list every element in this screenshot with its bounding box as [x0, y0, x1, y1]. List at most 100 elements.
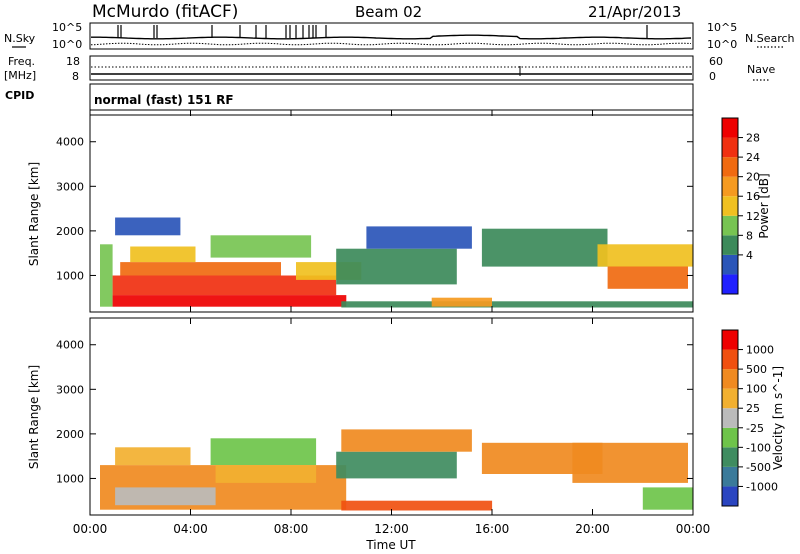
velocity-colorbar-label: Velocity [m s^-1] — [771, 366, 785, 470]
heatmap-band — [431, 297, 492, 307]
colorbar-swatch — [722, 157, 738, 177]
nave-label: Nave — [747, 63, 775, 76]
heatmap-band — [100, 244, 113, 307]
colorbar-tick: 1000 — [746, 344, 774, 357]
colorbar-swatch — [722, 466, 738, 487]
velocity-heatmap — [100, 429, 694, 511]
y-tick-label: 2000 — [56, 225, 84, 238]
heatmap-band — [341, 429, 472, 452]
noise-tick-top-right: 10^5 — [707, 21, 737, 34]
heatmap-band — [607, 266, 688, 289]
y-tick-label: 3000 — [56, 383, 84, 396]
x-tick-label: 16:00 — [475, 522, 510, 536]
nsearch-trace — [90, 42, 692, 46]
x-tick-label: 00:00 — [676, 522, 711, 536]
power-heatmap — [100, 217, 694, 308]
heatmap-band — [130, 246, 196, 263]
x-tick-label: 00:00 — [73, 522, 108, 536]
colorbar-tick: 28 — [746, 132, 760, 145]
power-y-label: Slant Range [km] — [27, 162, 41, 266]
heatmap-band — [120, 262, 281, 276]
heatmap-band — [366, 226, 472, 249]
colorbar-swatch — [722, 330, 738, 350]
colorbar-swatch — [722, 486, 738, 506]
x-tick-label: 12:00 — [374, 522, 409, 536]
colorbar-tick: 100 — [746, 383, 767, 396]
y-tick-label: 4000 — [56, 136, 84, 149]
heatmap-band — [115, 217, 181, 236]
heatmap-band — [112, 275, 337, 296]
colorbar-tick: 16 — [746, 190, 760, 203]
colorbar-tick: 12 — [746, 210, 760, 223]
colorbar-swatch — [722, 215, 738, 236]
cpid-value: normal (fast) 151 RF — [94, 93, 234, 107]
station-title: McMurdo (fitACF) — [92, 2, 238, 22]
nave-tick-top: 60 — [709, 55, 723, 68]
colorbar-swatch — [722, 254, 738, 275]
heatmap-band — [642, 487, 694, 510]
noise-tick-bottom: 10^0 — [52, 38, 82, 51]
colorbar-swatch — [722, 369, 738, 389]
x-tick-label: 08:00 — [274, 522, 309, 536]
velocity-panel: 4000 3000 2000 1000 Slant Range [km] — [27, 317, 694, 516]
colorbar-swatch — [722, 388, 738, 409]
colorbar-swatch — [722, 137, 738, 158]
nsearch-label: N.Search — [745, 32, 795, 45]
freq-unit-label: [MHz] — [4, 69, 36, 82]
noise-tick-top: 10^5 — [52, 21, 82, 34]
nsky-label: N.Sky — [4, 32, 36, 45]
beam-label: Beam 02 — [355, 3, 422, 21]
heatmap-band — [341, 301, 694, 308]
power-colorbar-label: Power [dB] — [757, 173, 771, 238]
power-panel: 4000 3000 2000 1000 Slant Range [km] — [27, 114, 694, 313]
colorbar-swatch — [722, 349, 738, 370]
heatmap-band — [115, 447, 191, 466]
heatmap-band — [210, 235, 312, 258]
colorbar-swatch — [722, 447, 738, 467]
heatmap-band — [597, 244, 693, 267]
date-label: 21/Apr/2013 — [588, 3, 681, 21]
heatmap-band — [341, 500, 493, 511]
colorbar-tick: 24 — [746, 151, 760, 164]
colorbar-swatch — [722, 274, 738, 294]
x-axis-label: Time UT — [365, 538, 416, 552]
power-colorbar: 28 24 20 16 12 8 4 — [721, 117, 760, 295]
y-tick-label: 1000 — [56, 269, 84, 282]
colorbar-tick: -25 — [746, 422, 764, 435]
y-tick-label: 2000 — [56, 428, 84, 441]
heatmap-band — [336, 248, 457, 285]
colorbar-swatch — [722, 235, 738, 255]
nave-tick-bottom: 0 — [709, 70, 716, 83]
velocity-y-label: Slant Range [km] — [27, 365, 41, 469]
y-tick-label: 3000 — [56, 180, 84, 193]
colorbar-tick: -100 — [746, 441, 771, 454]
heatmap-band — [481, 228, 608, 267]
heatmap-band — [112, 295, 347, 307]
heatmap-band — [210, 438, 317, 465]
colorbar-swatch — [722, 196, 738, 216]
colorbar-tick: 4 — [746, 249, 753, 262]
x-axis-ticks: 00:00 04:00 08:00 12:00 16:00 20:00 00:00 — [73, 110, 711, 536]
noise-panel: N.Sky 10^5 10^0 10^5 10^0 N.Search — [4, 21, 795, 51]
heatmap-band — [572, 442, 688, 483]
freq-tick-top: 18 — [66, 55, 80, 68]
nsky-spikes — [117, 25, 648, 38]
colorbar-swatch — [722, 408, 738, 428]
y-tick-label: 4000 — [56, 339, 84, 352]
freq-tick-bottom: 8 — [72, 70, 79, 83]
x-tick-label: 04:00 — [173, 522, 208, 536]
colorbar-tick: 20 — [746, 171, 760, 184]
y-tick-label: 1000 — [56, 472, 84, 485]
colorbar-tick: -500 — [746, 461, 771, 474]
colorbar-swatch — [722, 176, 738, 197]
cpid-label: CPID — [5, 89, 34, 102]
x-tick-label: 20:00 — [575, 522, 610, 536]
freq-label: Freq. — [8, 55, 35, 68]
colorbar-tick: -1000 — [746, 480, 778, 493]
noise-tick-bottom-right: 10^0 — [707, 38, 737, 51]
heatmap-band — [336, 451, 457, 479]
nsky-trace — [91, 34, 692, 40]
heatmap-band — [215, 465, 317, 483]
colorbar-swatch — [722, 118, 738, 138]
